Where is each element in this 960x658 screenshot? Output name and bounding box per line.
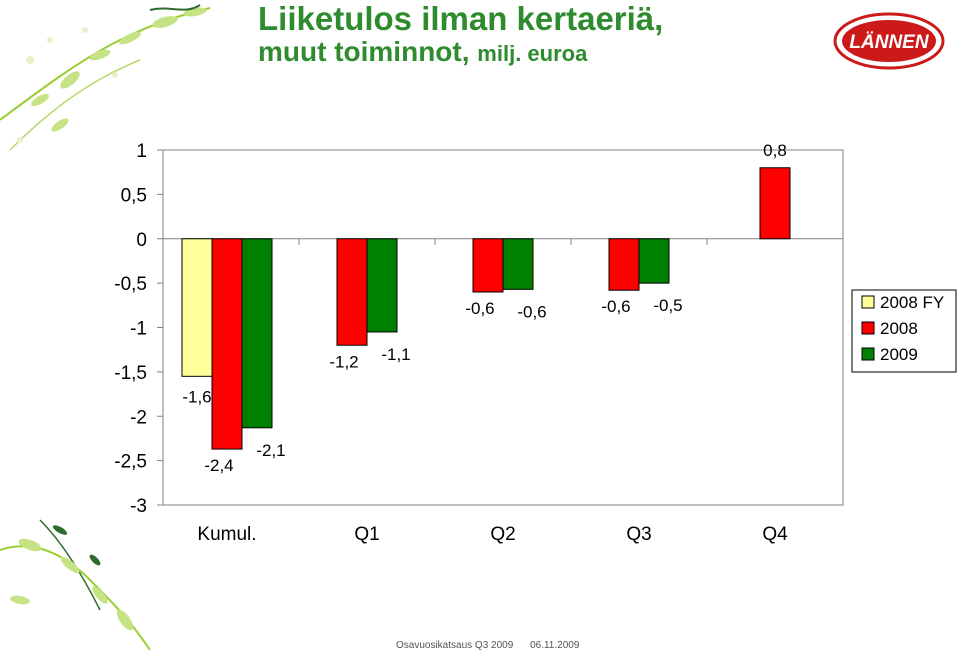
y-tick-label: -1 [130, 319, 147, 340]
bar [241, 238, 273, 429]
y-tick-label: -2 [130, 407, 147, 428]
title-line-2-text: muut toiminnot, [258, 35, 470, 67]
x-tick-label: Q2 [490, 524, 515, 545]
y-tick-label: 0,5 [121, 185, 147, 206]
bar [638, 238, 670, 284]
data-label: -1,2 [329, 352, 358, 371]
footer-date: 06.11.2009 [530, 640, 580, 651]
legend-swatch [861, 321, 875, 335]
y-tick-label: -1,5 [114, 363, 147, 384]
bar [211, 238, 243, 450]
data-label: -1,6 [182, 387, 211, 406]
y-tick-label: 1 [136, 141, 147, 162]
legend-label: 2009 [880, 345, 918, 364]
footer: Osavuosikatsaus Q3 2009 06.11.2009 [396, 640, 593, 651]
legend-swatch [861, 347, 875, 361]
y-tick-label: -2,5 [114, 452, 147, 473]
data-label: -2,1 [256, 441, 285, 460]
lannen-logo: LÄNNEN [833, 12, 945, 70]
legend-label: 2008 [880, 319, 918, 338]
x-tick-label: Q1 [354, 524, 379, 545]
y-tick-label: -0,5 [114, 274, 147, 295]
legend-swatch [861, 295, 875, 309]
data-label: -0,6 [601, 297, 630, 316]
title-line-2: muut toiminnot, milj. euroa [258, 35, 663, 67]
data-label: -0,5 [653, 296, 682, 315]
footer-report-name: Osavuosikatsaus Q3 2009 [396, 640, 514, 651]
bar [472, 238, 504, 293]
bar [502, 238, 534, 290]
legend-label: 2008 FY [880, 293, 944, 312]
title-unit: milj. euroa [477, 40, 588, 66]
y-tick-label: -3 [130, 496, 147, 517]
leaf-decoration-bottom [0, 519, 151, 651]
title-line-1: Liiketulos ilman kertaeriä, [258, 0, 664, 37]
data-label: -2,4 [204, 456, 233, 475]
leaf-decoration-top [0, 4, 211, 151]
x-tick-label: Q3 [626, 524, 651, 545]
x-tick-label: Kumul. [197, 524, 256, 545]
bar [366, 238, 398, 333]
data-label: -0,6 [517, 302, 546, 321]
slide-title: Liiketulos ilman kertaeriä, muut toiminn… [258, 0, 664, 67]
bar [759, 167, 791, 240]
bar [181, 238, 213, 377]
data-label: -0,6 [465, 299, 494, 318]
bar [608, 238, 640, 291]
y-tick-label: 0 [136, 230, 147, 251]
svg-text:LÄNNEN: LÄNNEN [849, 32, 929, 53]
data-label: 0,8 [763, 141, 787, 160]
x-tick-label: Q4 [762, 524, 788, 545]
data-label: -1,1 [381, 345, 410, 364]
bar [336, 238, 368, 346]
